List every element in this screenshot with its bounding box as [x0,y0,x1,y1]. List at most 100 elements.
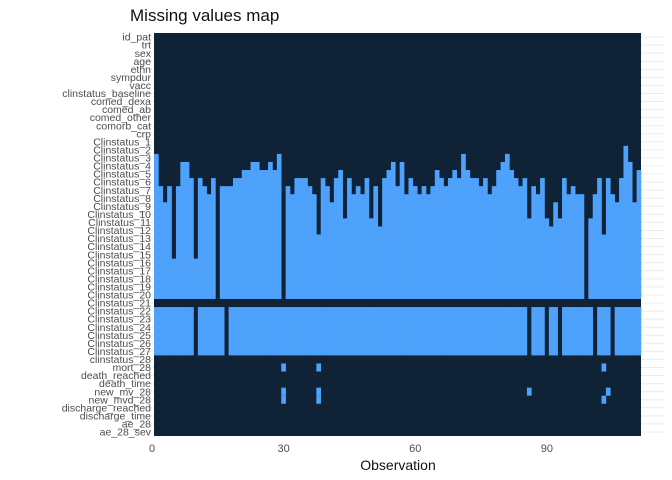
missing-cell [294,307,300,356]
missing-cell [465,307,471,356]
missing-cell [307,307,313,356]
missing-cell [329,202,335,299]
variable-label: Clinstatus_15 [87,249,151,261]
missing-cell [281,387,286,396]
missing-cell [553,307,558,356]
missing-cell [474,307,479,356]
missing-cell [320,307,326,356]
missing-cell [281,363,286,372]
missing-cell [417,194,422,299]
variable-label: comorb_cat [96,120,151,132]
variable-label: Clinstatus_8 [93,193,151,205]
missing-cell [548,307,554,356]
missing-cell [509,170,515,299]
missing-cell [474,178,479,299]
missing-cell [202,186,207,299]
missing-cell [355,186,361,299]
missing-cell [636,307,642,356]
missing-cell [237,178,243,299]
variable-label: Clinstatus_12 [87,225,151,237]
missing-cell [610,194,615,299]
missing-cell [566,194,572,299]
missing-cell [189,307,194,356]
missing-cell [197,178,203,299]
missing-cell [263,307,269,356]
missing-cell [478,186,484,299]
missing-cell [461,307,466,356]
variable-label: clinstatus_28 [90,354,151,366]
missing-cell [311,307,317,356]
missing-cell [588,218,594,299]
missing-cell [426,307,431,356]
variable-label: Clinstatus_27 [87,346,151,358]
missing-cell [351,307,357,356]
missing-cell [592,194,598,299]
missing-cell [303,178,308,299]
missing-cell [447,307,453,356]
missing-cell [316,395,322,404]
variable-label: ae_28_sev [100,427,152,439]
missing-cell [377,226,383,299]
missing-cell [540,307,545,356]
missing-cell [386,307,392,356]
missing-cell [496,307,501,356]
missing-cell [184,307,190,356]
missing-cell [298,178,304,299]
missing-cell [531,307,537,356]
missing-cell [509,307,515,356]
missing-cell [469,307,475,356]
missing-cell [368,307,374,356]
variable-label: death_time [99,378,151,390]
missing-cell [342,307,348,356]
missing-cell [228,186,234,299]
missing-cell [290,194,295,299]
variable-label: age [133,56,151,68]
variable-label: Clinstatus_11 [88,217,151,229]
x-tick-label: 0 [149,443,155,455]
missing-cell [390,161,396,299]
missing-cell [443,186,449,299]
missing-cell [426,194,431,299]
missing-cell [355,307,361,356]
x-axis-label: Observation [360,457,435,473]
missing-cell [500,307,506,356]
missing-cell [601,307,607,356]
missing-cell [636,170,642,299]
variable-label: clinstatus_baseline [62,88,151,100]
missing-cell [434,307,440,356]
missing-cell [408,307,414,356]
missing-cell [162,202,168,299]
missing-cell [526,387,532,396]
missing-cell [390,307,396,356]
missing-cell [632,307,637,356]
missing-cell [342,218,348,299]
missing-cell [347,178,352,299]
missing-cell [386,170,392,299]
missing-cell [504,153,510,299]
missing-cell [601,234,607,299]
variable-label: comed_ab [102,104,151,116]
variable-label: Clinstatus_20 [87,290,151,302]
missing-cell [167,307,172,356]
missing-cell [404,307,409,356]
missing-cell [232,307,238,356]
variable-labels: id_pattrtsexageethnsympdurvaccclinstatus… [62,32,152,439]
missing-cell [184,161,190,299]
variable-label: Clinstatus_3 [93,153,151,165]
variable-label: Clinstatus_25 [87,330,151,342]
missing-cell [601,395,607,404]
missing-cell [443,307,449,356]
variable-label: trt [142,40,151,52]
chart-title: Missing values map [130,6,279,25]
missing-cell [167,186,172,299]
missing-cell [627,161,633,299]
missing-cell [544,218,550,299]
missing-cell [553,202,558,299]
missing-cell [496,170,501,299]
missing-cell [219,307,225,356]
missing-cell [333,307,339,356]
variable-label: Clinstatus_19 [87,281,151,293]
missing-cell [518,307,523,356]
missing-cell [347,307,352,356]
